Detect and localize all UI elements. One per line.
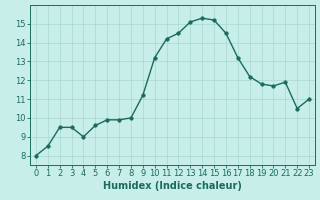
X-axis label: Humidex (Indice chaleur): Humidex (Indice chaleur) — [103, 181, 242, 191]
